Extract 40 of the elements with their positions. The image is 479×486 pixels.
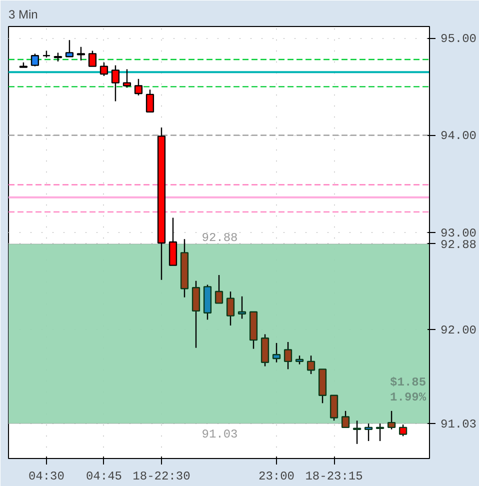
candlestick — [387, 410, 396, 430]
candlestick — [352, 420, 362, 445]
candlestick — [88, 50, 97, 67]
candlestick — [376, 422, 384, 442]
annotation: 92.88 — [202, 230, 238, 245]
candlestick — [192, 280, 200, 348]
y-tick-label: 92.88 — [440, 238, 477, 252]
y-tick-label: 93.00 — [440, 226, 477, 240]
x-tick-label: 18-23:15 — [305, 470, 363, 484]
candlestick — [111, 64, 120, 102]
candlestick — [398, 424, 408, 437]
candlestick — [341, 410, 350, 428]
candlestick — [364, 422, 373, 442]
candlestick — [214, 274, 224, 304]
annotation: $1.85 — [390, 376, 426, 390]
y-tick-label: 92.00 — [440, 323, 477, 338]
candlestick — [30, 53, 40, 67]
annotation: 91.03 — [202, 428, 238, 442]
y-tick-label: 91.03 — [440, 418, 477, 432]
candlestick — [134, 78, 143, 96]
candlestick — [306, 354, 316, 375]
candlestick — [146, 89, 154, 113]
x-tick-label: 23:00 — [258, 470, 295, 484]
x-tick-label: 18-22:30 — [132, 470, 190, 484]
chart-title: 3 Min — [8, 8, 38, 22]
candlestick — [122, 68, 132, 88]
candlestick — [330, 394, 338, 422]
annotation: 1.99% — [390, 390, 427, 405]
x-tick-label: 04:45 — [86, 470, 122, 484]
candlestick — [284, 341, 292, 370]
x-tick-label: 04:30 — [28, 470, 64, 484]
y-tick-label: 95.00 — [440, 32, 477, 46]
y-tick-label: 94.00 — [440, 129, 477, 144]
candlestick — [100, 62, 108, 77]
candlestick — [238, 296, 246, 320]
candlestick — [65, 39, 74, 58]
candlestick — [226, 290, 235, 326]
candlestick — [76, 46, 86, 62]
candlestick — [168, 217, 178, 266]
candlestick — [272, 342, 281, 363]
